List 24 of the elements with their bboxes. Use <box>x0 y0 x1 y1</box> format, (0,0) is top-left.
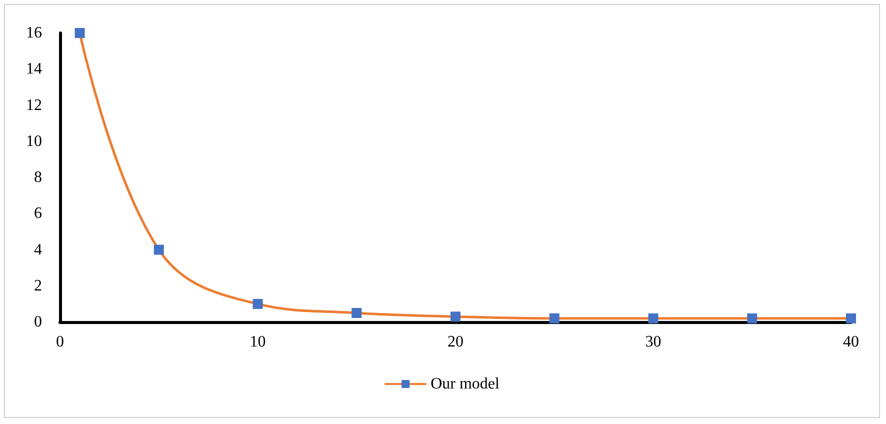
x-tick-label: 20 <box>448 334 464 350</box>
y-tick-label: 12 <box>26 96 42 114</box>
y-tick-label: 6 <box>34 205 42 222</box>
y-tick-label: 16 <box>26 24 42 42</box>
point <box>74 28 85 38</box>
point <box>747 313 758 324</box>
y-tick-label: 2 <box>34 277 42 294</box>
point <box>352 308 362 318</box>
y-tick-label: 14 <box>26 60 42 78</box>
x-tick-label: 40 <box>843 334 859 350</box>
point <box>450 312 460 322</box>
point <box>549 313 560 324</box>
point <box>846 313 856 324</box>
point <box>154 244 164 255</box>
y-tick-label: 0 <box>34 314 42 330</box>
x-tick-label: 30 <box>645 334 662 350</box>
x-tick-label: 10 <box>250 334 266 350</box>
y-tick-label: 10 <box>26 132 42 150</box>
point <box>252 298 263 309</box>
x-tick-label: 0 <box>56 334 64 350</box>
legend-label: Our model <box>430 376 500 392</box>
y-tick-label: 4 <box>34 241 42 258</box>
point <box>648 313 658 324</box>
y-tick-label: 8 <box>34 169 42 186</box>
